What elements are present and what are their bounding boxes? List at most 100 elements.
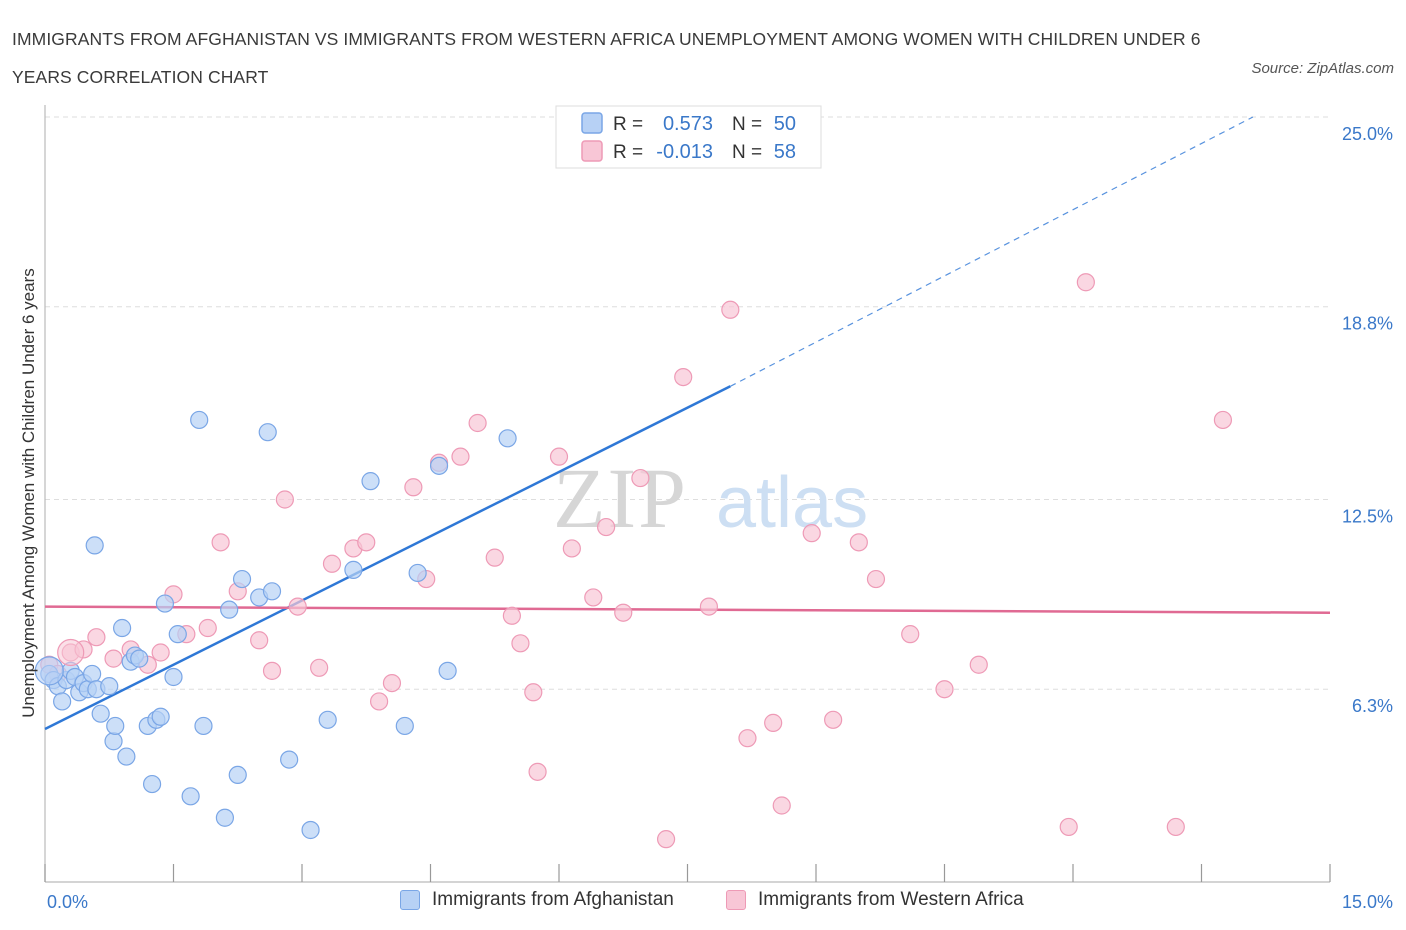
data-point-pink: [485, 548, 504, 567]
data-point-pink: [866, 569, 886, 589]
data-point-pink: [1213, 410, 1233, 430]
legend-swatch-blue: [400, 890, 420, 910]
y-tick-label: 6.3%: [1352, 696, 1393, 716]
stats-legend: R = 0.573 N = 50 R = -0.013 N = 58: [555, 105, 822, 169]
data-point-blue: [112, 618, 132, 638]
stats-swatch-blue: [581, 112, 603, 134]
data-point-pink: [211, 533, 230, 552]
data-point-blue: [130, 649, 149, 668]
data-point-blue: [53, 692, 72, 711]
data-point-blue: [106, 716, 125, 736]
stats-r-value: 0.573: [663, 113, 713, 135]
data-point-pink: [969, 655, 988, 674]
data-point-pink: [631, 468, 650, 488]
data-point-blue: [91, 704, 110, 723]
data-point-blue: [438, 661, 457, 680]
data-point-pink: [935, 680, 954, 699]
data-point-blue: [258, 423, 277, 442]
x-tick-label: 15.0%: [1342, 892, 1393, 912]
watermark: ZIP atlas: [553, 450, 868, 546]
legend-item-western-africa[interactable]: Immigrants from Western Africa: [726, 889, 1024, 911]
data-point-pink: [357, 533, 376, 552]
data-point-pink: [699, 597, 719, 616]
data-point-blue: [301, 820, 320, 840]
data-point-pink: [198, 618, 217, 638]
data-point-pink: [310, 658, 329, 677]
x-tick-label: 0.0%: [47, 892, 88, 912]
data-point-pink: [614, 603, 633, 622]
data-point-blue: [100, 677, 119, 696]
data-point-pink: [597, 517, 616, 537]
data-point-pink: [802, 524, 821, 543]
trend-line-afghanistan-extension: [730, 116, 1254, 387]
stats-n-label: N =: [732, 142, 762, 163]
data-point-blue: [220, 600, 239, 619]
data-point-blue: [408, 563, 427, 583]
data-point-blue: [228, 765, 247, 785]
data-point-blue: [181, 787, 200, 806]
data-point-blue: [232, 569, 252, 589]
data-point-pink: [275, 490, 294, 509]
data-point-pink: [468, 413, 487, 433]
data-point-pink: [382, 673, 402, 693]
data-point-blue: [104, 732, 123, 751]
watermark-atlas: atlas: [716, 463, 868, 543]
data-point-blue: [155, 594, 175, 613]
stats-r-label: R =: [613, 142, 643, 163]
data-point-blue: [318, 710, 337, 729]
data-point-pink: [524, 683, 543, 702]
data-point-blue: [190, 410, 209, 430]
legend-label-afghanistan: Immigrants from Afghanistan: [432, 889, 674, 910]
stats-r-value: -0.013: [656, 141, 713, 163]
stats-n-label: N =: [732, 114, 762, 135]
data-point-blue: [164, 667, 183, 687]
data-points: [34, 132, 1233, 849]
data-point-pink: [288, 597, 307, 616]
data-point-pink: [764, 713, 783, 732]
axes: [44, 105, 1331, 883]
trend-lines: [44, 116, 1331, 731]
y-axis-label: Unemployment Among Women with Children U…: [19, 268, 38, 717]
tick-labels: 6.3% 12.5% 18.8% 25.0% 0.0% 15.0%: [47, 124, 1393, 912]
data-point-pink: [322, 554, 342, 573]
data-point-blue: [151, 707, 170, 726]
trend-line-western-africa: [44, 605, 1331, 614]
data-point-pink: [1166, 817, 1185, 837]
data-point-pink: [250, 631, 269, 650]
data-point-blue: [83, 664, 102, 684]
watermark-zip: ZIP: [553, 450, 688, 546]
data-point-pink: [404, 478, 423, 497]
data-point-pink: [721, 300, 740, 319]
trend-line-afghanistan: [44, 385, 731, 731]
data-point-blue: [395, 716, 414, 736]
y-tick-label: 18.8%: [1342, 314, 1393, 334]
bottom-legend: Immigrants from Afghanistan Immigrants f…: [0, 889, 1406, 915]
data-point-pink: [674, 368, 693, 387]
data-point-pink-cluster: [57, 638, 85, 667]
data-point-pink: [824, 710, 843, 729]
data-point-pink: [656, 830, 676, 849]
data-point-blue: [498, 429, 517, 448]
data-point-pink: [1076, 273, 1095, 292]
data-point-pink: [502, 606, 521, 625]
stats-n-value: 50: [774, 113, 796, 135]
data-point-blue: [280, 750, 299, 769]
legend-item-afghanistan[interactable]: Immigrants from Afghanistan: [400, 889, 674, 911]
data-point-pink: [772, 796, 791, 815]
data-point-pink: [528, 762, 547, 781]
data-point-pink: [370, 692, 389, 711]
data-point-pink: [262, 661, 282, 680]
stats-swatch-pink: [581, 140, 603, 162]
legend-label-western-africa: Immigrants from Western Africa: [758, 889, 1024, 910]
data-point-pink: [584, 588, 603, 607]
y-tick-label: 12.5%: [1342, 507, 1393, 527]
legend-swatch-pink: [726, 890, 746, 910]
data-point-pink: [1059, 817, 1078, 837]
y-tick-label: 25.0%: [1342, 124, 1393, 144]
data-point-pink: [549, 447, 569, 466]
stats-n-value: 58: [774, 141, 796, 163]
data-point-blue-cluster: [34, 656, 64, 686]
data-point-pink: [511, 634, 530, 653]
grid-lines: [45, 116, 1330, 690]
